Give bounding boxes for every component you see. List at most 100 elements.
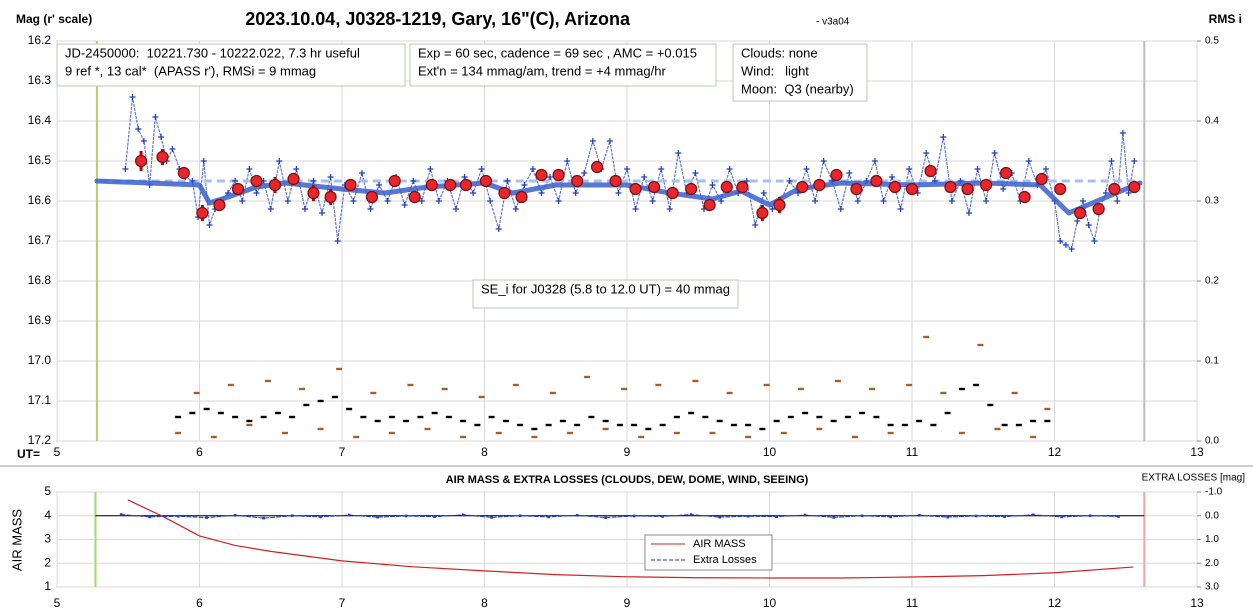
data-point (521, 182, 528, 188)
data-point (267, 206, 274, 212)
data-point (293, 166, 300, 172)
data-point (246, 166, 253, 172)
y-tick-label: 3 (44, 532, 51, 546)
data-point (1057, 238, 1064, 244)
data-point (250, 174, 263, 188)
data-point (773, 198, 786, 212)
data-point (632, 514, 636, 518)
annotation-text: JD-2450000: 10221.730 - 10222.022, 7.3 h… (65, 45, 360, 60)
data-point (606, 138, 613, 144)
data-point (445, 415, 452, 419)
data-point (958, 387, 965, 391)
data-point (441, 387, 448, 391)
data-point (887, 423, 894, 427)
data-point (1031, 513, 1035, 517)
data-point (797, 387, 804, 391)
data-point (134, 154, 148, 168)
y2-tick-label: 0.1 (1205, 356, 1219, 367)
x-tick-label: 6 (196, 445, 203, 459)
data-point (478, 395, 485, 399)
data-point (901, 423, 908, 427)
y-tick-label: 5 (44, 484, 51, 498)
data-point (495, 226, 502, 232)
y2-axis-label: EXTRA LOSSES [mag] (1142, 473, 1246, 484)
data-point (334, 238, 341, 244)
data-point (319, 515, 322, 519)
data-point (310, 178, 317, 184)
data-point (119, 513, 123, 516)
data-point (401, 202, 408, 208)
x-tick-label: 5 (54, 596, 61, 610)
data-point (888, 180, 902, 194)
data-point (709, 182, 716, 188)
data-point (659, 423, 666, 427)
data-point (880, 198, 887, 204)
data-point (407, 383, 414, 387)
data-point (346, 407, 353, 411)
y2-tick-label: 2.0 (1205, 558, 1219, 569)
x-tick-label: 7 (339, 445, 346, 459)
data-point (844, 415, 851, 419)
data-point (689, 513, 693, 516)
data-point (1080, 198, 1086, 204)
data-point (504, 178, 511, 184)
y-tick-label: 16.7 (28, 233, 52, 247)
x-tick-label: 10 (763, 445, 777, 459)
data-point (1001, 423, 1008, 427)
data-point (217, 411, 224, 415)
data-point (796, 180, 809, 194)
data-point (944, 411, 951, 415)
data-point (718, 515, 721, 519)
data-point (367, 206, 374, 212)
data-point (140, 138, 147, 144)
y2-tick-label: 0.4 (1205, 116, 1219, 127)
y-tick-label: 17.1 (28, 393, 52, 407)
data-point (189, 411, 196, 415)
legend-label: AIR MASS (693, 538, 746, 550)
data-point (552, 168, 565, 182)
data-point (517, 423, 524, 427)
data-point (675, 150, 682, 156)
data-point (1054, 182, 1067, 196)
data-point (948, 198, 955, 204)
data-point (1062, 242, 1069, 248)
data-point (176, 514, 180, 518)
data-point (1074, 218, 1081, 224)
y2-tick-label: -1.0 (1205, 487, 1223, 498)
data-point (760, 190, 767, 196)
x-tick-label: 12 (1048, 445, 1062, 459)
data-point (233, 513, 237, 517)
data-point (518, 514, 522, 518)
data-point (763, 383, 770, 387)
data-point (408, 190, 421, 204)
data-point (769, 206, 776, 212)
y2-tick-label: 0.0 (1205, 436, 1219, 447)
data-point (559, 419, 566, 423)
data-point (574, 423, 581, 427)
data-point (515, 190, 528, 204)
data-point (424, 427, 431, 431)
data-point (923, 150, 930, 156)
y-tick-label: 17.0 (28, 353, 52, 367)
data-point (703, 198, 716, 212)
data-point (358, 170, 365, 176)
y-tick-label: 16.8 (28, 273, 52, 287)
data-point (726, 391, 733, 395)
data-point (331, 395, 338, 399)
data-point (638, 435, 645, 439)
data-point (616, 423, 623, 427)
data-point (435, 198, 442, 204)
data-point (666, 206, 673, 212)
y2-tick-label: 0.2 (1205, 276, 1219, 287)
data-point (966, 210, 972, 216)
data-point (301, 206, 308, 212)
data-point (487, 198, 494, 204)
data-point (816, 415, 823, 419)
data-point (873, 415, 880, 419)
data-point (376, 182, 383, 188)
y-tick-label: 17.2 (28, 433, 52, 447)
data-point (736, 180, 749, 194)
data-point (307, 186, 320, 200)
chart-subtitle: - v3a04 (816, 17, 850, 28)
data-point (365, 190, 379, 204)
